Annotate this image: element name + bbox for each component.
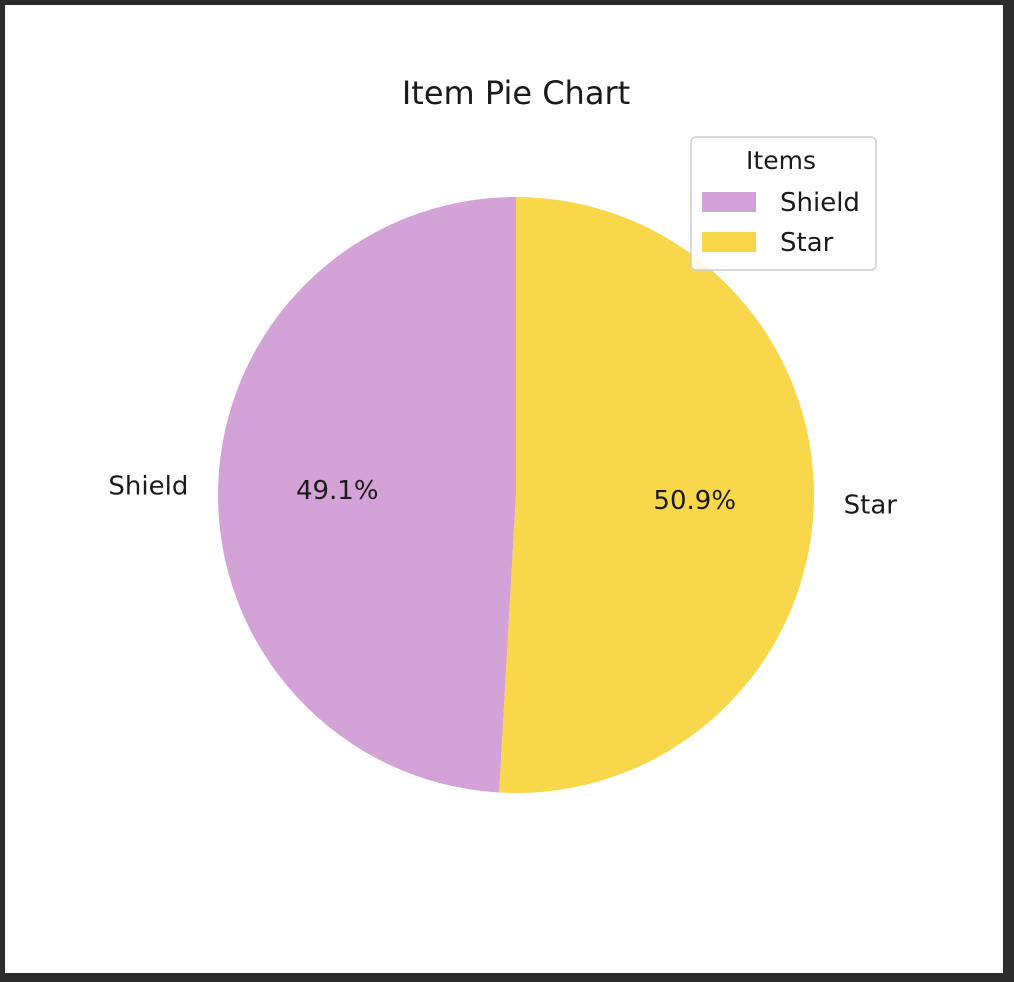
pie-slice-star[interactable] <box>499 197 815 793</box>
slice-label-star: Star <box>844 490 898 520</box>
pie-slices <box>218 197 815 793</box>
legend-swatch-shield <box>702 192 756 212</box>
legend-label-shield: Shield <box>780 188 860 218</box>
slice-pct-star: 50.9% <box>653 486 736 516</box>
pie-chart: Item Pie Chart Shield 49.1% Star 50.9% Item… <box>108 74 897 793</box>
slice-pct-shield: 49.1% <box>296 476 379 506</box>
chart-title: Item Pie Chart <box>402 74 630 112</box>
pie-slice-shield[interactable] <box>218 197 517 793</box>
chart-frame: Item Pie Chart Shield 49.1% Star 50.9% Item… <box>5 5 1003 973</box>
slice-label-shield: Shield <box>108 472 188 502</box>
legend-label-star: Star <box>780 228 834 258</box>
legend[interactable]: Items Shield Star <box>690 136 877 271</box>
legend-title: Items <box>746 146 816 175</box>
pie-labels: Shield 49.1% Star 50.9% <box>108 472 897 521</box>
legend-swatch-star <box>702 232 756 252</box>
